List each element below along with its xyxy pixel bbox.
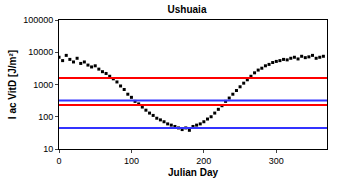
svg-text:100: 100 bbox=[38, 112, 53, 122]
svg-text:10: 10 bbox=[43, 144, 53, 154]
svg-text:100000: 100000 bbox=[23, 15, 53, 25]
svg-text:100: 100 bbox=[124, 156, 139, 166]
svg-text:10000: 10000 bbox=[28, 47, 53, 57]
svg-text:I ac VitD [J/m²]: I ac VitD [J/m²] bbox=[7, 50, 18, 119]
svg-text:0: 0 bbox=[56, 156, 61, 166]
svg-text:1000: 1000 bbox=[33, 80, 53, 90]
svg-text:Ushuaia: Ushuaia bbox=[168, 4, 207, 15]
svg-text:200: 200 bbox=[196, 156, 211, 166]
svg-text:300: 300 bbox=[269, 156, 284, 166]
svg-text:Julian Day: Julian Day bbox=[168, 167, 218, 178]
